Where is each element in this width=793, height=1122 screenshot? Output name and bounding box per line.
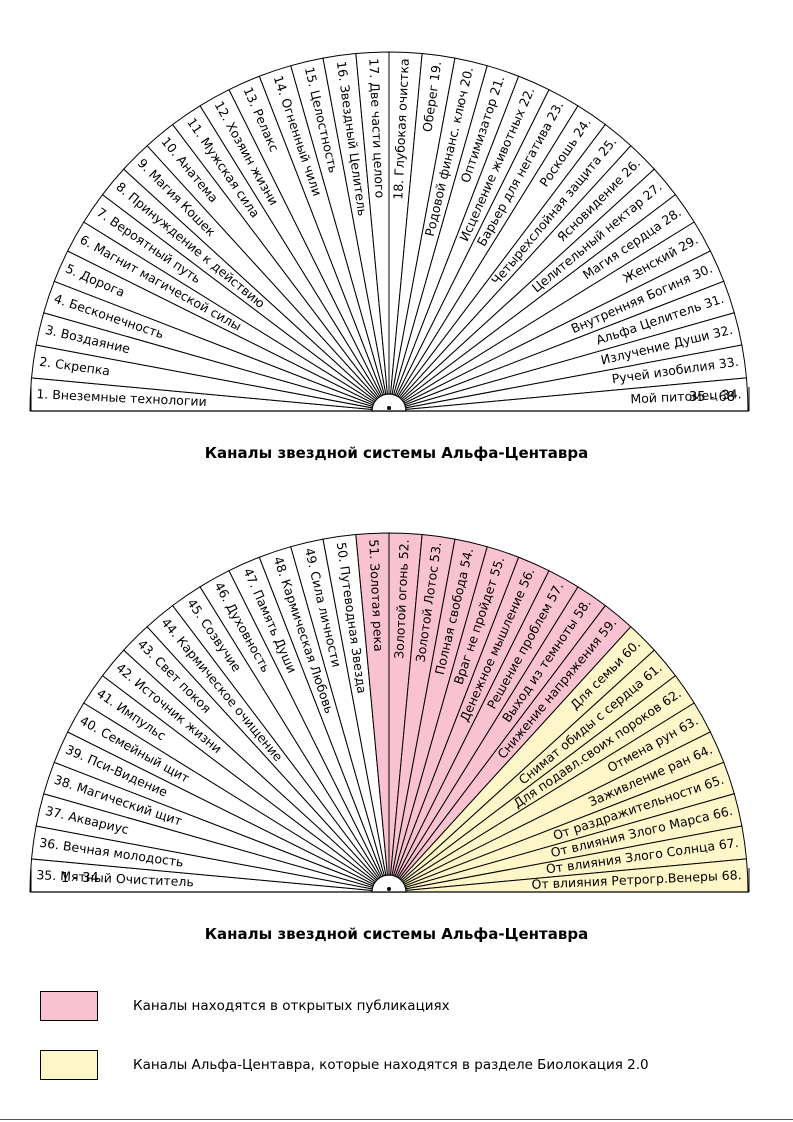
fan-sector-label: Золотой огонь 52.: [391, 539, 412, 659]
fan-hub: [371, 393, 407, 412]
chart-title-top: Каналы звездной системы Альфа-Центавра: [204, 444, 589, 462]
fan-hub: [371, 874, 407, 893]
fan-sector-label: 18. Глубокая очистка: [390, 58, 412, 200]
fan-sector-label: 35. Мятный Очиститель: [36, 867, 194, 889]
fan-range-label-right: 35 - 68: [689, 390, 735, 405]
fan-sector-label: 51. Золотая река: [366, 539, 386, 652]
page-bottom-rule: [0, 1119, 793, 1120]
chart-title-bottom: Каналы звездной системы Альфа-Центавра: [204, 925, 589, 943]
legend-label-open-publications: Каналы находятся в открытых публикациях: [133, 998, 450, 1014]
legend-label-biolocation: Каналы Альфа-Центавра, которые находятся…: [133, 1057, 649, 1073]
fan-hub-dot: [387, 406, 391, 410]
fan-range-label-left: 1 - 34: [61, 871, 99, 886]
fan-sector-label: Мой питомец 34.: [630, 386, 742, 406]
legend-swatch-yellow: [40, 1050, 98, 1080]
legend-item-open-publications: Каналы находятся в открытых публикациях: [40, 990, 450, 1022]
fan-hub-dot: [387, 887, 391, 891]
legend-item-biolocation: Каналы Альфа-Центавра, которые находятся…: [40, 1049, 649, 1081]
fan-sector-label: 17. Две части целого: [366, 58, 387, 199]
legend-swatch-pink: [40, 991, 98, 1021]
